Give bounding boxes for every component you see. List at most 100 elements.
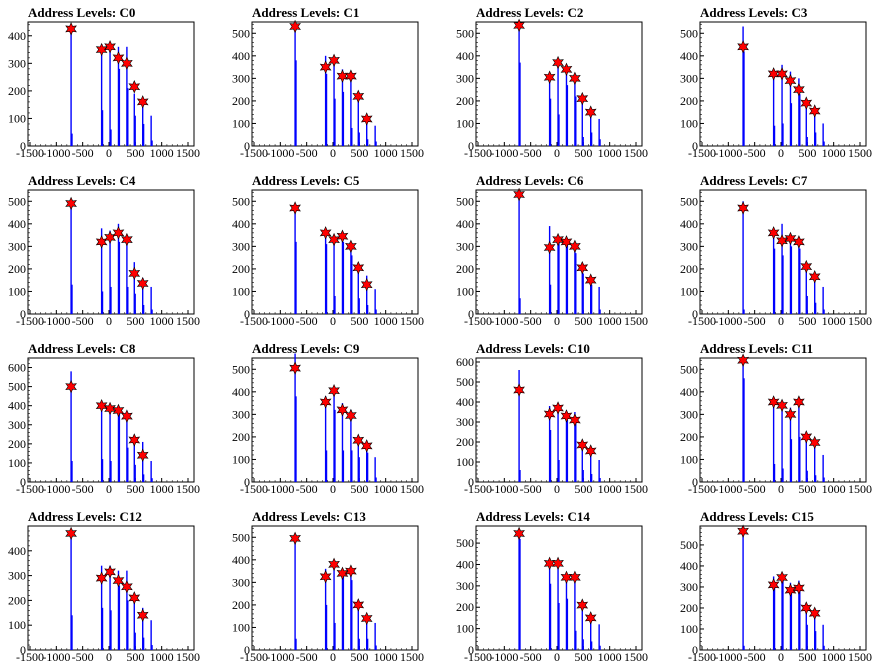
- peak-marker: [345, 564, 357, 578]
- x-tick-label: 1000: [598, 650, 622, 664]
- peak-marker: [360, 611, 373, 626]
- peak-marker: [513, 187, 525, 202]
- chart-panel: 0 100 200 300 400 500 600 -1500 -1000 -500 0 500 100…: [0, 336, 224, 504]
- x-tick-label: 1500: [176, 482, 200, 496]
- y-tick-label: 100: [232, 284, 250, 298]
- chart-title: Address Levels: C7: [700, 173, 808, 188]
- y-tick-label: 0: [20, 139, 26, 153]
- peak-marker: [569, 413, 581, 427]
- peak-marker: [808, 606, 821, 620]
- peak-marker: [793, 82, 805, 97]
- chart-title: Address Levels: C15: [700, 509, 814, 524]
- x-tick-label: 1500: [176, 650, 200, 664]
- y-tick-label: 500: [680, 362, 698, 376]
- peak-marker: [776, 398, 788, 413]
- chart-plot: 0 100 200 300 400 -1500-1000 -500 0 500 1000 1500: [8, 21, 200, 160]
- x-tick-label: -1500: [16, 314, 44, 328]
- peak-marker: [513, 383, 525, 397]
- x-tick-label: -1000: [266, 650, 294, 664]
- peak-marker: [793, 395, 805, 409]
- peak-marker: [552, 401, 564, 415]
- peak-marker: [569, 71, 581, 86]
- peak-marker: [112, 51, 125, 65]
- peak-marker: [121, 56, 133, 71]
- peak-marker: [336, 403, 349, 417]
- peak-marker: [584, 611, 597, 625]
- plot-frame: [699, 357, 867, 483]
- peak-marker: [104, 565, 116, 579]
- x-tick-label: -1500: [16, 482, 44, 496]
- y-tick-label: 300: [456, 239, 474, 253]
- x-tick-label: 0: [778, 650, 784, 664]
- y-tick-label: 200: [456, 94, 474, 108]
- x-tick-label: 1000: [150, 314, 174, 328]
- chart-title: Address Levels: C1: [252, 5, 360, 20]
- peak-marker: [808, 270, 821, 284]
- y-tick-label: 500: [680, 538, 698, 552]
- x-tick-label: -1500: [464, 314, 492, 328]
- chart-title: Address Levels: C10: [476, 341, 590, 356]
- y-tick-label: 400: [456, 557, 474, 571]
- y-tick-label: 300: [456, 415, 474, 429]
- chart-title: Address Levels: C8: [28, 341, 136, 356]
- x-tick-label: 1500: [400, 314, 424, 328]
- y-tick-label: 400: [680, 385, 698, 399]
- x-tick-label: 1000: [374, 314, 398, 328]
- peak-marker: [128, 80, 141, 94]
- peak-marker: [289, 201, 301, 215]
- chart-title: Address Levels: C6: [476, 173, 584, 188]
- y-tick-label: 200: [680, 601, 698, 615]
- x-tick-label: -1000: [714, 650, 742, 664]
- chart-plot: 0 100 200 300 400 500 -1500-1000 -500 0 500 1000 15…: [680, 189, 872, 328]
- x-tick-label: -1000: [42, 650, 70, 664]
- peak-marker: [121, 232, 133, 247]
- y-tick-label: 300: [680, 407, 698, 421]
- x-tick-label: 0: [778, 314, 784, 328]
- chart-plot: 0 100 200 300 400 500 -1500-1000 -500 0 500 1000 15…: [456, 18, 648, 160]
- peak-marker: [136, 95, 149, 109]
- chart-panel: 0 100 200 300 400 -1500 -1000 -500 0 500 1000 1500 A…: [0, 504, 224, 672]
- x-tick-label: 500: [350, 314, 368, 328]
- y-tick-label: 100: [8, 456, 26, 470]
- y-tick-label: 200: [232, 94, 250, 108]
- peak-marker: [576, 261, 589, 275]
- y-tick-label: 0: [692, 643, 698, 657]
- chart-plot: 0 100 200 300 400 -1500-1000 -500 0 500 1000 1500: [8, 525, 200, 664]
- peak-marker: [360, 277, 373, 292]
- y-tick-label: 500: [456, 194, 474, 208]
- x-tick-label: 500: [798, 314, 816, 328]
- y-tick-label: 0: [244, 643, 250, 657]
- x-tick-label: 1000: [822, 482, 846, 496]
- y-tick-label: 500: [232, 194, 250, 208]
- x-tick-label: 500: [126, 650, 144, 664]
- peak-marker: [345, 239, 357, 254]
- chart-panel: 0 100 200 300 400 500 -1500 -1000 -500 0 500 1000 15…: [0, 168, 224, 336]
- peak-marker: [95, 571, 108, 585]
- y-tick-label: 300: [232, 407, 250, 421]
- x-tick-label: 0: [106, 314, 112, 328]
- peak-marker: [543, 556, 556, 571]
- x-tick-label: -1500: [240, 482, 268, 496]
- y-tick-label: 200: [232, 430, 250, 444]
- x-tick-label: 500: [574, 482, 592, 496]
- peak-marker: [128, 266, 141, 281]
- peak-marker: [737, 40, 749, 54]
- chart-title: Address Levels: C11: [700, 341, 814, 356]
- x-tick-label: 1500: [848, 314, 872, 328]
- x-tick-label: 1500: [400, 650, 424, 664]
- y-tick-label: 200: [232, 598, 250, 612]
- y-tick-label: 200: [456, 262, 474, 276]
- x-tick-label: -500: [72, 314, 94, 328]
- peak-marker: [65, 526, 77, 541]
- x-tick-label: 1000: [822, 146, 846, 160]
- y-tick-label: 500: [232, 362, 250, 376]
- x-tick-label: 500: [350, 146, 368, 160]
- x-tick-label: -500: [744, 482, 766, 496]
- chart-title: Address Levels: C13: [252, 509, 366, 524]
- x-tick-label: 1500: [624, 314, 648, 328]
- y-tick-label: 300: [680, 71, 698, 85]
- peak-marker: [767, 395, 780, 409]
- chart-panel: 0 100 200 300 400 500 -1500 -1000 -500 0 500 1000 15…: [672, 336, 896, 504]
- x-tick-label: 1000: [822, 314, 846, 328]
- x-tick-label: 500: [798, 146, 816, 160]
